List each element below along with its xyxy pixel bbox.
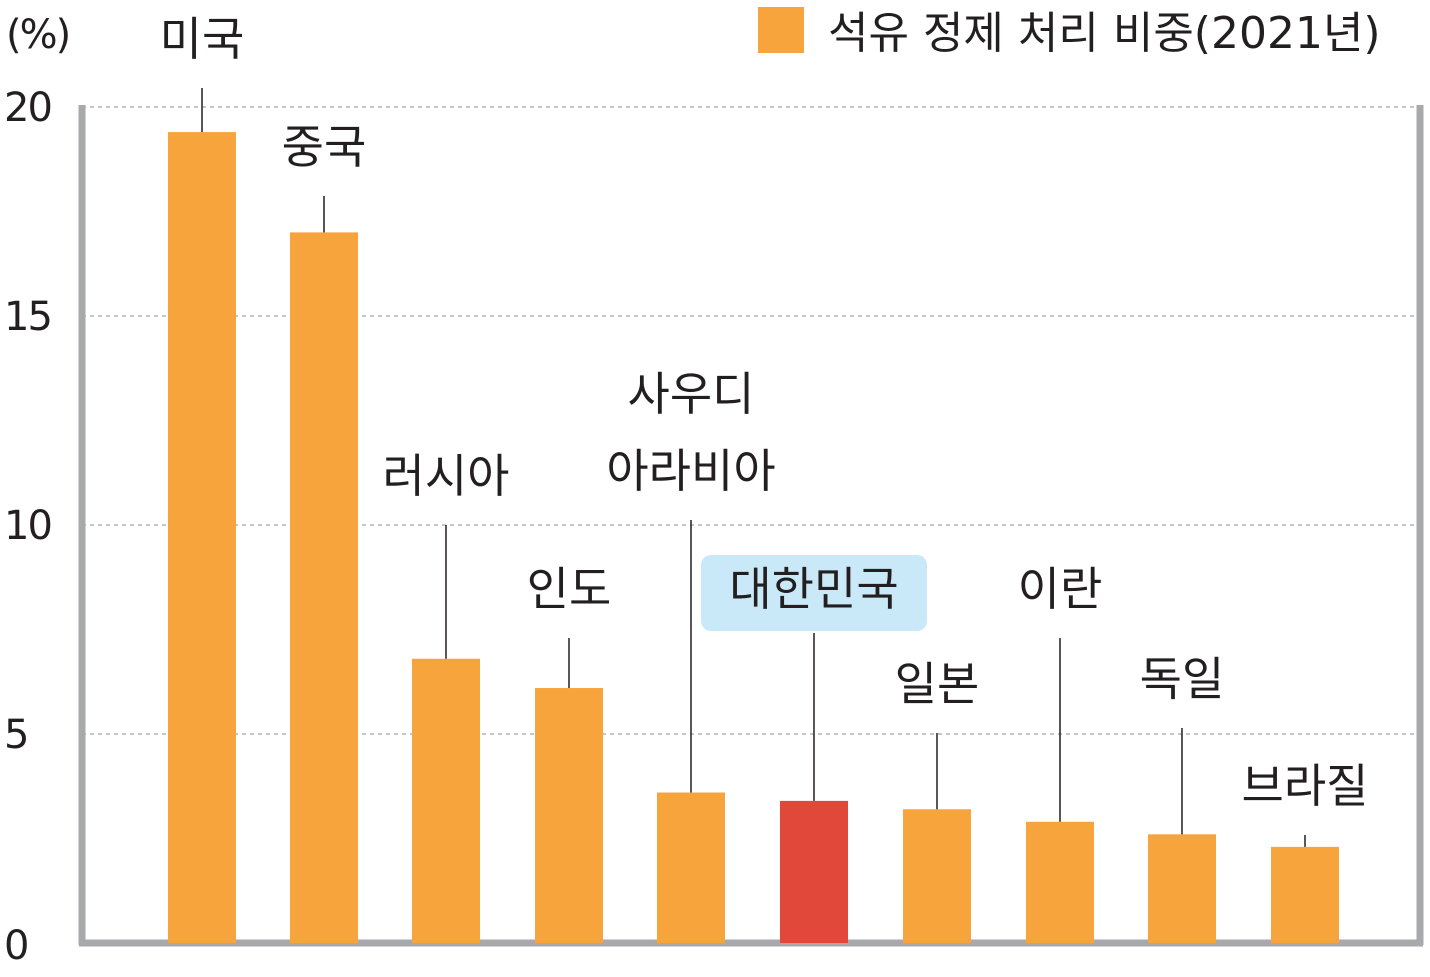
bar: [168, 132, 236, 943]
legend-swatch: [758, 7, 804, 53]
bar: [903, 809, 971, 943]
bar: [412, 658, 480, 943]
y-unit-label: (%): [6, 12, 69, 58]
bar: [1148, 834, 1216, 943]
bars: [168, 132, 1339, 943]
y-tick-label: 20: [4, 85, 51, 131]
bar: [1026, 821, 1094, 943]
bar: [780, 800, 848, 943]
bar: [1271, 846, 1339, 943]
legend: 석유 정제 처리 비중(2021년): [758, 7, 1381, 59]
category-label: 이란: [1018, 562, 1103, 616]
bar: [657, 792, 725, 943]
category-label: 브라질: [1242, 759, 1369, 813]
bar: [290, 232, 358, 943]
y-tick-label: 15: [4, 294, 51, 340]
category-label: 아라비아: [606, 444, 775, 498]
y-tick-label: 10: [4, 503, 51, 549]
bar: [535, 688, 603, 943]
y-tick-label: 5: [4, 712, 27, 758]
legend-label: 석유 정제 처리 비중(2021년): [828, 8, 1381, 59]
category-label: 중국: [282, 120, 367, 174]
category-label: 대한민국: [729, 562, 898, 616]
category-label: 사우디: [628, 367, 755, 421]
gridlines: [82, 106, 1420, 735]
category-label: 일본: [895, 657, 980, 711]
category-label: 인도: [527, 562, 612, 616]
y-tick-label: 0: [4, 923, 27, 969]
category-label: 러시아: [383, 449, 510, 503]
highlight-label-box: [701, 555, 927, 631]
category-label: 독일: [1140, 652, 1225, 706]
category-label: 미국: [160, 12, 245, 66]
